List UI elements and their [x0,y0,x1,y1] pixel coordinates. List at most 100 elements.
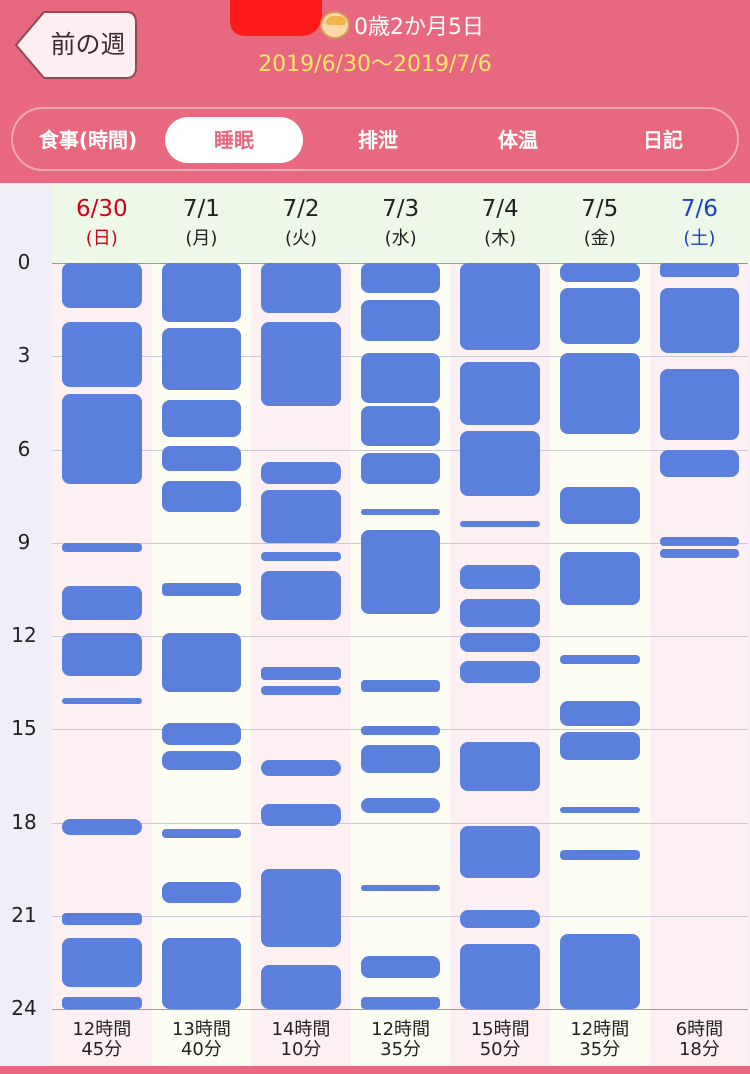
sleep-bar[interactable] [460,660,540,683]
sleep-bar[interactable] [460,564,540,590]
sleep-bar[interactable] [460,362,540,425]
sleep-bar[interactable] [62,819,142,835]
sleep-bar[interactable] [161,881,242,904]
tab-meal[interactable]: 食事(時間) [38,128,138,152]
sleep-bar[interactable] [161,828,242,839]
sleep-bar[interactable] [360,405,441,447]
sleep-bar[interactable] [261,760,341,776]
sleep-bar[interactable] [360,884,441,891]
sleep-bar[interactable] [62,632,142,677]
sleep-bar[interactable] [360,726,441,736]
sleep-bar[interactable] [659,536,740,546]
sleep-bar[interactable] [360,679,441,692]
sleep-bar[interactable] [261,570,341,621]
sleep-bar[interactable] [560,353,640,434]
sleep-bar[interactable] [161,328,242,391]
sleep-bar[interactable] [560,287,640,344]
sleep-bar[interactable] [460,632,540,652]
sleep-bar[interactable] [659,368,740,441]
hour-label: 15 [11,716,37,741]
sleep-bar[interactable] [560,806,640,814]
sleep-bar[interactable] [560,486,640,525]
sleep-bar[interactable] [460,520,540,528]
day-total-sleep: 14時間 10分 [251,1020,351,1060]
sleep-bar[interactable] [161,751,242,770]
sleep-bar[interactable] [161,263,242,323]
sleep-bar[interactable] [62,698,142,705]
sleep-bar[interactable] [261,869,341,947]
sleep-bar[interactable] [560,701,640,727]
tab-excretion[interactable]: 排泄 [358,128,398,152]
sleep-bar[interactable] [261,263,341,313]
prev-week-button[interactable]: 前の週 [14,10,138,80]
sleep-bar[interactable] [659,548,740,559]
sleep-bar[interactable] [62,393,142,484]
day-weekday: (火) [284,228,317,249]
sleep-bar[interactable] [261,803,341,826]
sleep-bar[interactable] [62,263,142,309]
sleep-bar[interactable] [560,552,640,605]
sleep-bar[interactable] [460,430,540,497]
sleep-bar[interactable] [360,452,441,484]
day-date: 7/6 [680,196,718,222]
sleep-bar[interactable] [161,632,242,692]
sleep-bar[interactable] [460,825,540,879]
sleep-bar[interactable] [560,934,640,1009]
sleep-bar[interactable] [460,263,540,351]
hour-gridline [52,915,748,917]
sleep-bar[interactable] [659,263,740,277]
sleep-bar[interactable] [161,937,242,1009]
sleep-bar[interactable] [261,322,341,406]
sleep-bar[interactable] [460,741,540,792]
sleep-bar[interactable] [261,667,341,680]
day-total-line: 6時間 [675,1019,724,1040]
sleep-bar[interactable] [261,552,341,562]
sleep-bar[interactable] [62,937,142,988]
sleep-bar[interactable] [360,300,441,341]
day-total-line: 15時間 [470,1019,530,1040]
baby-face-icon [320,11,350,39]
sleep-bar[interactable] [161,446,242,472]
hour-gridline [52,1009,748,1010]
sleep-bar[interactable] [560,850,640,860]
sleep-bar[interactable] [659,449,740,478]
sleep-bar[interactable] [360,530,441,615]
sleep-bar[interactable] [360,263,441,293]
sleep-bar[interactable] [460,598,540,627]
sleep-bar[interactable] [360,744,441,773]
hour-label: 6 [17,436,31,461]
sleep-bar[interactable] [460,909,540,929]
tab-diary[interactable]: 日記 [643,128,683,152]
sleep-bar[interactable] [360,956,441,978]
sleep-bar[interactable] [161,583,242,596]
sleep-bar[interactable] [62,542,142,553]
day-total-sleep: 15時間 50分 [450,1020,550,1060]
day-total-line: 10分 [280,1039,322,1060]
tab-temperature[interactable]: 体温 [498,128,538,152]
sleep-bar[interactable] [360,797,441,814]
sleep-bar[interactable] [261,685,341,696]
sleep-bar[interactable] [62,996,142,1009]
sleep-bar[interactable] [161,723,242,745]
sleep-bar[interactable] [560,263,640,282]
sleep-bar[interactable] [62,586,142,621]
sleep-bar[interactable] [161,399,242,438]
sleep-bar[interactable] [62,912,142,926]
sleep-bar[interactable] [161,480,242,512]
sleep-bar[interactable] [659,287,740,354]
day-total-sleep: 12時間 35分 [550,1020,650,1060]
sleep-bar[interactable] [560,732,640,761]
sleep-bar[interactable] [62,322,142,388]
sleep-bar[interactable] [261,489,341,543]
hour-axis-background [0,183,52,1074]
sleep-bar[interactable] [360,996,441,1009]
sleep-bar[interactable] [360,353,441,403]
day-date: 7/5 [581,196,619,222]
sleep-bar[interactable] [460,943,540,1009]
tab-sleep[interactable]: 睡眠 [165,117,303,163]
day-label: 7/5 (金) [550,196,650,250]
sleep-bar[interactable] [261,461,341,484]
sleep-bar[interactable] [560,654,640,664]
sleep-bar[interactable] [261,965,341,1009]
sleep-bar[interactable] [360,508,441,515]
